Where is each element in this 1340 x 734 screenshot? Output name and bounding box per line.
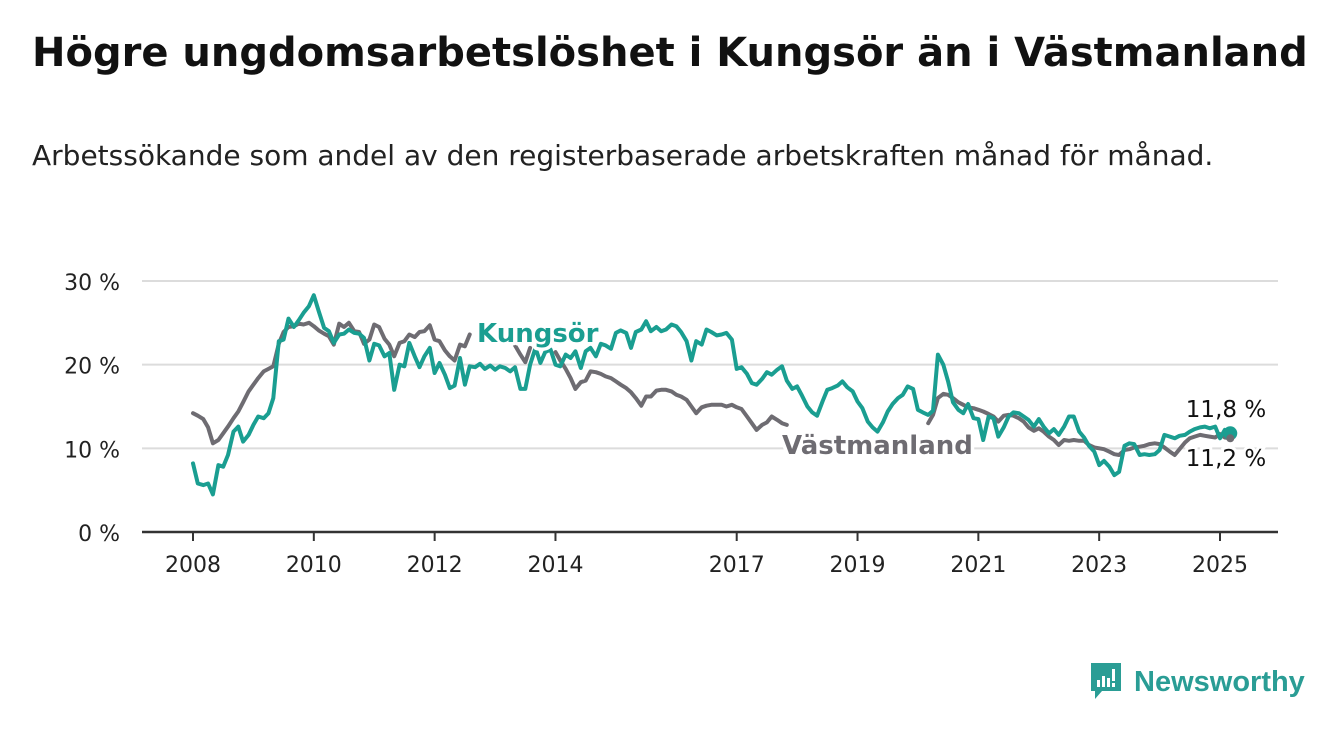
x-tick-label: 2012 xyxy=(407,553,463,578)
newsworthy-logo-icon xyxy=(1091,663,1121,699)
kungsor-line xyxy=(191,293,1233,497)
series-lines xyxy=(191,293,1238,497)
y-tick-label: 10 % xyxy=(64,438,120,463)
x-tick-label: 2008 xyxy=(165,553,221,578)
chart-subtitle: Arbetssökande som andel av den registerb… xyxy=(32,139,1214,172)
y-axis-ticks: 0 % 10 % 20 % 30 % xyxy=(64,271,120,547)
x-tick-label: 2010 xyxy=(286,553,342,578)
x-tick-label: 2014 xyxy=(527,553,583,578)
vastmanland-label: Västmanland xyxy=(782,431,973,461)
y-tick-label: 30 % xyxy=(64,271,120,296)
y-tick-label: 20 % xyxy=(64,355,120,380)
x-tick-label: 2017 xyxy=(709,553,765,578)
y-tick-label: 0 % xyxy=(78,522,120,547)
brand-name: Newsworthy xyxy=(1134,665,1305,698)
x-tick-label: 2023 xyxy=(1071,553,1127,578)
vastmanland-end-value: 11,2 % xyxy=(1186,446,1266,472)
newsworthy-logo: Newsworthy xyxy=(1088,660,1305,704)
vastmanland-line xyxy=(191,320,1233,457)
series-labels: Kungsör Västmanland 11,8 % 11,2 % xyxy=(474,316,1270,476)
vastmanland-end-dot xyxy=(1226,434,1235,443)
kungsor-label: Kungsör xyxy=(477,319,599,349)
x-tick-label: 2019 xyxy=(830,553,886,578)
gridlines xyxy=(142,280,1278,450)
x-axis-ticks: 2008 2010 2012 2014 2017 2019 2021 2023 2025 xyxy=(142,530,1278,578)
kungsor-end-value: 11,8 % xyxy=(1186,397,1266,423)
x-tick-label: 2021 xyxy=(950,553,1006,578)
chart-title: Högre ungdomsarbetslöshet i Kungsör än i… xyxy=(32,30,1308,76)
x-tick-label: 2025 xyxy=(1192,553,1248,578)
